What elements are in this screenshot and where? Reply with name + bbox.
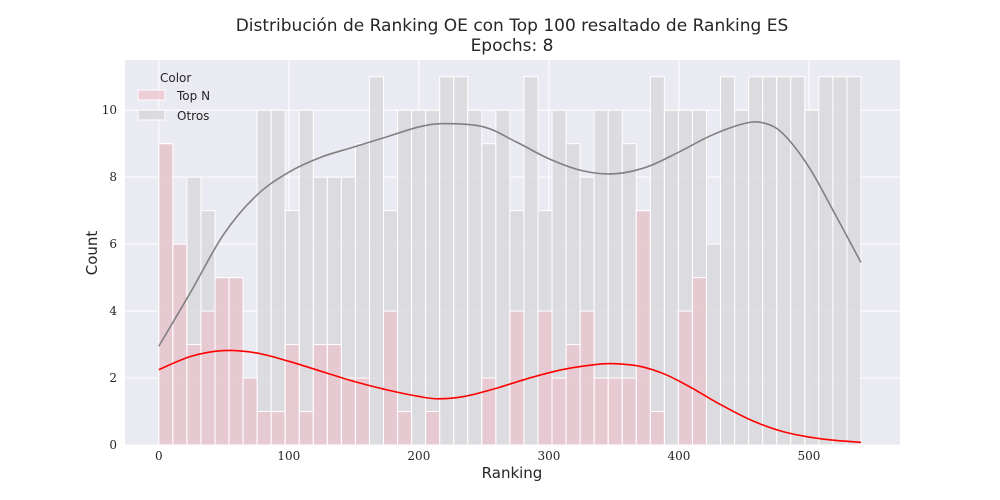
y-tick-labels: 0 2 4 6 8 10: [102, 103, 118, 452]
bar-top-n: [397, 411, 413, 446]
legend-swatch-top-n: [137, 89, 166, 101]
chart-title: Distribución de Ranking OE con Top 100 r…: [236, 16, 789, 36]
bar-top-n: [691, 277, 708, 446]
bar-top-n: [677, 310, 693, 446]
bar-otros: [439, 76, 455, 446]
bar-top-n: [607, 377, 623, 446]
bar-top-n: [298, 411, 314, 446]
y-tick-label: 4: [109, 304, 117, 318]
bar-top-n: [354, 377, 370, 446]
bar-top-n: [537, 310, 553, 446]
bar-otros: [762, 76, 778, 446]
legend-label-top-n: Top N: [176, 89, 210, 103]
x-tick-label: 300: [537, 449, 560, 463]
bars-top-n: [158, 143, 708, 446]
bar-top-n: [481, 377, 497, 446]
bar-top-n: [186, 344, 202, 446]
bar-top-n: [383, 310, 399, 446]
bar-otros: [748, 76, 764, 446]
chart-subtitle: Epochs: 8: [471, 36, 554, 56]
bar-top-n: [649, 411, 665, 446]
bar-otros: [270, 109, 286, 446]
x-tick-label: 400: [667, 449, 690, 463]
legend: Color Top N Otros: [137, 71, 210, 123]
y-axis-label: Count: [83, 231, 101, 276]
bar-otros: [453, 76, 469, 446]
y-tick-label: 2: [109, 371, 117, 385]
kde-line-otros: [158, 121, 862, 347]
bar-top-n: [158, 143, 174, 446]
bar-otros: [495, 109, 511, 446]
bar-top-n: [326, 344, 342, 446]
bar-top-n: [509, 310, 525, 446]
x-tick-label: 200: [407, 449, 430, 463]
legend-title: Color: [160, 71, 191, 85]
bar-top-n: [579, 310, 595, 446]
bar-top-n: [635, 210, 651, 446]
bar-otros: [804, 109, 820, 446]
bar-otros: [649, 76, 665, 446]
bar-top-n: [256, 411, 272, 446]
bar-top-n: [621, 377, 637, 446]
bar-otros: [706, 243, 722, 446]
bar-top-n: [214, 277, 230, 446]
bar-otros: [818, 76, 834, 446]
y-tick-label: 10: [102, 103, 117, 117]
bar-otros: [790, 76, 806, 446]
bar-top-n: [425, 411, 441, 446]
bar-otros: [846, 76, 862, 446]
bar-top-n: [242, 377, 258, 446]
kde-line-top-n: [158, 349, 862, 444]
bar-otros: [734, 109, 750, 446]
bar-top-n: [200, 310, 216, 446]
bar-top-n: [172, 243, 188, 446]
x-tick-labels: 0 100 200 300 400 500: [155, 449, 820, 463]
bar-top-n: [284, 344, 300, 446]
bar-otros: [663, 109, 679, 446]
bar-top-n: [270, 411, 286, 446]
kde-lines: [158, 121, 862, 444]
x-axis-label: Ranking: [482, 464, 543, 482]
legend-swatch-otros: [137, 109, 166, 121]
bar-otros: [832, 76, 848, 446]
bar-top-n: [565, 344, 581, 446]
x-tick-label: 0: [155, 449, 163, 463]
bar-top-n: [551, 377, 567, 446]
y-tick-label: 0: [109, 438, 117, 452]
bar-top-n: [228, 277, 244, 446]
x-tick-label: 100: [277, 449, 300, 463]
bar-top-n: [340, 377, 356, 446]
bar-otros: [425, 109, 441, 446]
bar-otros: [256, 109, 272, 446]
bar-otros: [523, 76, 539, 446]
legend-label-otros: Otros: [177, 109, 209, 123]
y-tick-label: 6: [109, 237, 117, 251]
bar-top-n: [593, 377, 609, 446]
bar-otros: [776, 76, 792, 446]
bar-top-n: [312, 344, 328, 446]
bar-otros: [720, 76, 736, 446]
bar-otros: [368, 76, 385, 446]
y-tick-label: 8: [109, 170, 117, 184]
x-tick-label: 500: [798, 449, 821, 463]
